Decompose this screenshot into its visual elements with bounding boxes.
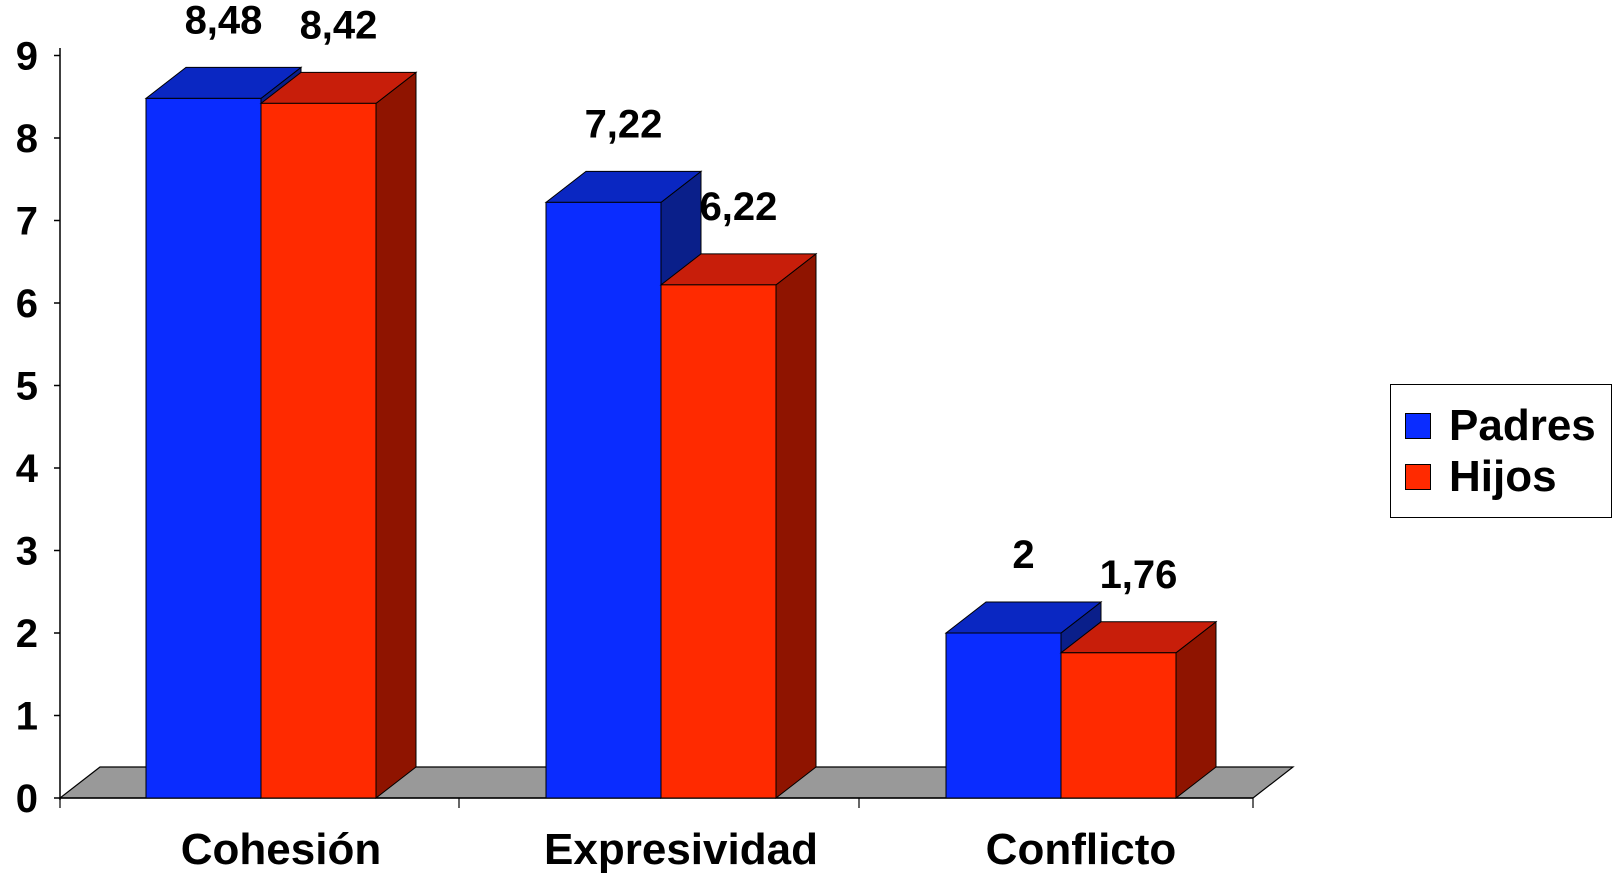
category-label-0: Cohesión [181,825,381,874]
y-tick-label: 1 [16,695,38,739]
bar-side-hijos-1 [775,252,817,800]
bar-padres-1 [545,201,662,799]
y-tick-label: 8 [16,117,38,161]
y-tick-label: 5 [16,365,38,409]
y-tick-label: 2 [16,612,38,656]
legend-label-hijos: Hijos [1449,452,1557,501]
data-label-padres-2: 2 [1012,533,1034,577]
bars [144,66,1218,800]
data-label-padres-0: 8,48 [185,0,263,42]
data-labels: 8,48 8,42 7,22 6,22 2 1,76 [185,0,1178,597]
bar-hijos-0 [260,102,377,799]
y-tick-label: 7 [16,200,38,244]
legend-swatch-padres [1405,413,1431,439]
legend-swatch-hijos [1405,464,1431,490]
data-label-hijos-0: 8,42 [300,3,378,47]
category-label-2: Conflicto [986,825,1177,874]
y-tick-label: 3 [16,530,38,574]
y-tick-label: 9 [16,35,38,79]
data-label-padres-1: 7,22 [585,102,663,146]
bar-hijos-1 [660,284,777,799]
legend: Padres Hijos [1390,384,1612,518]
y-tick-label: 0 [16,777,38,821]
bar-padres-0 [145,97,262,799]
y-tick-label: 6 [16,282,38,326]
legend-item-padres: Padres [1405,401,1596,450]
legend-item-hijos: Hijos [1405,452,1557,501]
bar-hijos-2 [1060,652,1177,799]
bar-padres-2 [945,632,1062,799]
category-labels: Cohesión Expresividad Conflicto [181,825,1177,874]
legend-label-padres: Padres [1449,401,1596,450]
category-label-1: Expresividad [544,825,818,874]
bar-side-hijos-0 [375,71,417,800]
y-tick-label: 4 [16,447,39,491]
data-label-hijos-2: 1,76 [1100,553,1178,597]
data-label-hijos-1: 6,22 [700,185,778,229]
